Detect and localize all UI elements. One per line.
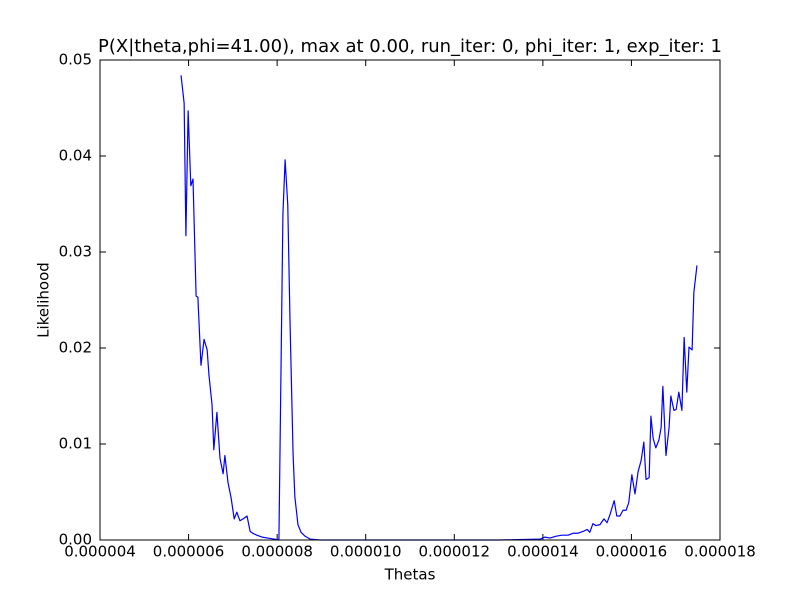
y-tick-label: 0.00 (59, 531, 92, 549)
x-tick-label: 0.000012 (418, 543, 490, 561)
plot-frame (99, 59, 721, 541)
x-tick-label: 0.000006 (153, 543, 225, 561)
x-tick-label: 0.000016 (596, 543, 668, 561)
y-tick-label: 0.05 (59, 51, 92, 69)
x-tick-label: 0.000014 (507, 543, 579, 561)
x-tick-label: 0.000008 (241, 543, 313, 561)
x-tick-label: 0.000010 (330, 543, 402, 561)
x-tick-label: 0.000018 (684, 543, 756, 561)
x-axis-label: Thetas (384, 566, 436, 584)
y-tick-label: 0.02 (59, 339, 92, 357)
data-line (180, 75, 698, 541)
chart-title: P(X|theta,phi=41.00), max at 0.00, run_i… (98, 36, 722, 57)
x-tick-label: 0.000004 (64, 543, 136, 561)
y-tick-label: 0.03 (59, 243, 92, 261)
y-tick-label: 0.01 (59, 435, 92, 453)
y-axis-label: Likelihood (35, 262, 53, 338)
y-tick-label: 0.04 (59, 147, 92, 165)
